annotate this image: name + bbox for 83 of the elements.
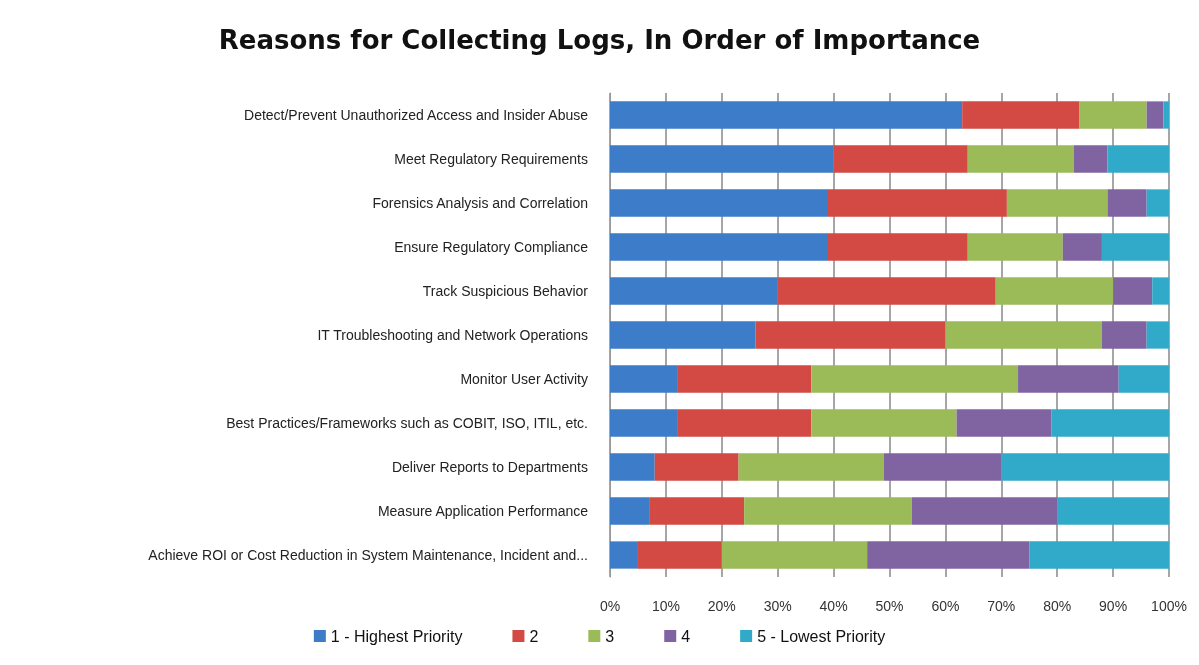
bar xyxy=(677,365,812,393)
bar xyxy=(967,233,1063,261)
x-tick-label: 20% xyxy=(707,598,736,614)
y-tick-label: Measure Application Performance xyxy=(377,503,589,519)
bar xyxy=(1152,277,1169,305)
legend-label: 4 xyxy=(681,627,691,645)
bar xyxy=(1006,189,1108,217)
bar xyxy=(1029,541,1169,569)
bar xyxy=(828,189,1007,217)
x-tick-label: 80% xyxy=(1043,598,1072,614)
y-tick-label: Monitor User Activity xyxy=(460,371,588,387)
bar xyxy=(1051,409,1169,437)
bar xyxy=(744,497,912,525)
bar xyxy=(1001,453,1169,481)
bar xyxy=(610,233,829,261)
x-tick-label: 10% xyxy=(651,598,680,614)
bar xyxy=(867,541,1030,569)
y-tick-label: Best Practices/Frameworks such as COBIT, ISO, ITIL, etc. xyxy=(226,415,588,431)
bar xyxy=(738,453,884,481)
bar xyxy=(883,453,1002,481)
y-tick-label: IT Troubleshooting and Network Operations xyxy=(317,327,588,343)
bar xyxy=(610,453,655,481)
legend-label: 3 xyxy=(605,627,615,645)
bar xyxy=(811,365,1019,393)
bar xyxy=(677,409,812,437)
y-tick-label: Meet Regulatory Requirements xyxy=(394,151,588,167)
bar xyxy=(1062,233,1102,261)
bar xyxy=(610,189,829,217)
x-tick-label: 40% xyxy=(819,598,848,614)
bar xyxy=(610,277,778,305)
y-tick-label: Detect/Prevent Unauthorized Access and Insider Abuse xyxy=(244,107,589,123)
y-tick-label: Deliver Reports to Departments xyxy=(391,459,588,475)
legend-label: 2 xyxy=(529,627,539,645)
x-tick-label: 60% xyxy=(931,598,960,614)
bar xyxy=(610,497,650,525)
bar xyxy=(610,145,834,173)
bar xyxy=(911,497,1058,525)
bar xyxy=(649,497,745,525)
y-tick-label: Forensics Analysis and Correlation xyxy=(372,195,588,211)
bar xyxy=(945,321,1102,349)
bar xyxy=(1146,101,1164,129)
bar xyxy=(1107,189,1147,217)
bar xyxy=(1101,233,1169,261)
bar xyxy=(962,101,1080,129)
bar xyxy=(1118,365,1169,393)
bar xyxy=(637,541,722,569)
y-tick-label: Track Suspicious Behavior xyxy=(422,283,589,299)
x-tick-label: 50% xyxy=(875,598,904,614)
bar xyxy=(1101,321,1147,349)
bar xyxy=(610,409,678,437)
bar xyxy=(610,321,756,349)
bar xyxy=(1146,189,1169,217)
x-tick-label: 0% xyxy=(599,598,621,614)
legend-label: 5 - Lowest Priority xyxy=(757,627,886,645)
x-tick-label: 100% xyxy=(1151,598,1187,614)
bar xyxy=(1057,497,1169,525)
bar xyxy=(777,277,996,305)
bar xyxy=(654,453,739,481)
y-tick-label: Ensure Regulatory Compliance xyxy=(394,239,589,255)
x-tick-label: 70% xyxy=(987,598,1016,614)
bar xyxy=(1073,145,1108,173)
bar xyxy=(1163,101,1169,129)
bar xyxy=(995,277,1114,305)
bar xyxy=(755,321,946,349)
bar xyxy=(811,409,957,437)
bar xyxy=(610,365,678,393)
x-tick-label: 30% xyxy=(763,598,792,614)
bar xyxy=(1146,321,1169,349)
y-tick-label: Achieve ROI or Cost Reduction in System Maintenance, Incident and... xyxy=(148,547,588,563)
chart-title: Reasons for Collecting Logs, In Order of Importance xyxy=(218,25,981,55)
bar xyxy=(1113,277,1153,305)
bar xyxy=(828,233,968,261)
bar xyxy=(833,145,968,173)
bar xyxy=(721,541,868,569)
bar xyxy=(967,145,1074,173)
bar xyxy=(610,101,963,129)
bar xyxy=(1079,101,1147,129)
bar xyxy=(1018,365,1119,393)
x-tick-label: 90% xyxy=(1099,598,1128,614)
bar xyxy=(610,541,638,569)
bar xyxy=(956,409,1052,437)
legend-label: 1 - Highest Priority xyxy=(330,627,463,645)
bar xyxy=(1107,145,1169,173)
